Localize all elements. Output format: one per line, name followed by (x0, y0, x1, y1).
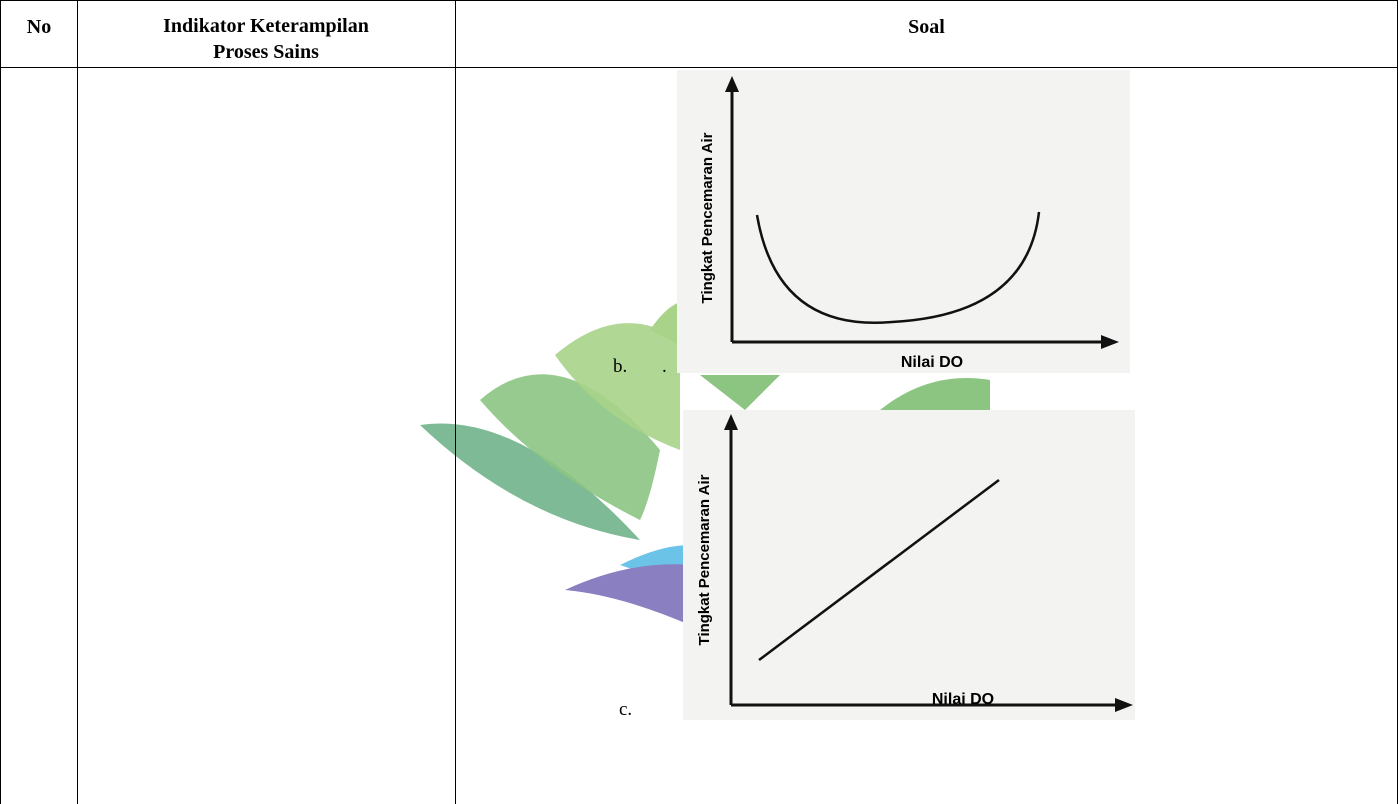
x-axis-label: Nilai DO (901, 354, 963, 371)
border (77, 0, 78, 804)
option-label: b. (613, 356, 627, 378)
header-cell: Indikator Keterampilan Proses Sains (136, 13, 396, 65)
page: No Indikator Keterampilan Proses Sains S… (0, 0, 1398, 804)
option-label: c. (619, 699, 632, 721)
border (0, 67, 1398, 68)
border (0, 0, 1, 804)
option-mark: . (662, 356, 667, 378)
y-axis-label: Tingkat Pencemaran Air (699, 132, 716, 303)
header-cell: No (1, 14, 77, 40)
graph-image: Tingkat Pencemaran Air Nilai DO (683, 410, 1135, 720)
border (0, 0, 1398, 1)
x-axis-label: Nilai DO (932, 691, 994, 708)
y-axis-label: Tingkat Pencemaran Air (696, 474, 713, 645)
graph-image: Tingkat Pencemaran Air Nilai DO (677, 70, 1130, 373)
border (455, 0, 456, 804)
header-cell: Soal (456, 14, 1397, 40)
